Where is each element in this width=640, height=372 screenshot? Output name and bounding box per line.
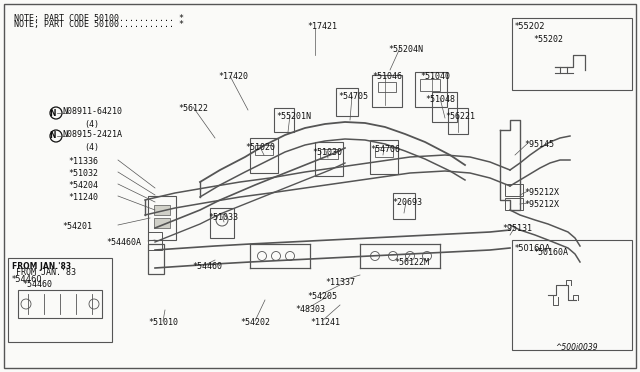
Bar [432, 92, 457, 122]
Bar [393, 193, 415, 219]
Bar [274, 108, 294, 132]
Text: *50160A: *50160A [533, 248, 568, 257]
Text: *51030: *51030 [312, 148, 342, 157]
Text: *51048: *51048 [425, 95, 455, 104]
Text: *51033: *51033 [208, 213, 238, 222]
Text: FROM JAN.'83: FROM JAN.'83 [16, 268, 76, 277]
Text: *95212X: *95212X [524, 188, 559, 197]
Text: *48303: *48303 [295, 305, 325, 314]
Text: *11241: *11241 [310, 318, 340, 327]
Text: *95212X: *95212X [524, 200, 559, 209]
Bar [378, 82, 396, 92]
Bar [375, 147, 393, 157]
Bar [505, 184, 523, 196]
Text: *54460: *54460 [22, 280, 52, 289]
Bar [250, 138, 278, 173]
Bar [512, 240, 632, 350]
Text: N: N [49, 109, 55, 118]
Text: *56122: *56122 [178, 104, 208, 113]
Bar [420, 79, 440, 91]
Text: ^500i0039: ^500i0039 [556, 343, 598, 352]
Bar [8, 258, 112, 342]
Text: *51046: *51046 [372, 72, 402, 81]
Text: FROM JAN.'83: FROM JAN.'83 [12, 262, 71, 271]
Text: *55202: *55202 [515, 22, 545, 31]
Bar [372, 75, 402, 107]
Text: *11337: *11337 [325, 278, 355, 287]
Text: *55204N: *55204N [388, 45, 423, 54]
Text: *51020: *51020 [245, 143, 275, 152]
Text: N: N [49, 131, 55, 141]
Bar [315, 142, 343, 176]
Bar [448, 108, 468, 134]
Text: N08915-2421A: N08915-2421A [62, 130, 122, 139]
Text: *20693: *20693 [392, 198, 422, 207]
Text: *54201: *54201 [62, 222, 92, 231]
Bar [255, 145, 273, 155]
Text: *51032: *51032 [68, 169, 98, 178]
Text: *11240: *11240 [68, 193, 98, 202]
Text: *54202: *54202 [240, 318, 270, 327]
Text: (4): (4) [84, 120, 99, 129]
Text: *54460: *54460 [12, 275, 43, 284]
Text: *95145: *95145 [524, 140, 554, 149]
Bar [512, 18, 632, 90]
Text: *54705: *54705 [338, 92, 368, 101]
Text: NOTE; PART CODE 50100........... *: NOTE; PART CODE 50100........... * [14, 20, 184, 29]
Text: *54460A: *54460A [106, 238, 141, 247]
Text: *56221: *56221 [445, 112, 475, 121]
Text: *54460: *54460 [192, 262, 222, 271]
Bar [154, 218, 170, 228]
Bar [210, 208, 234, 238]
Text: *11336: *11336 [68, 157, 98, 166]
Text: *17421: *17421 [307, 22, 337, 31]
Bar [370, 140, 398, 174]
Text: (4): (4) [84, 143, 99, 152]
Text: *54706: *54706 [370, 145, 400, 154]
Text: *51010: *51010 [148, 318, 178, 327]
Bar [148, 244, 164, 274]
Bar [148, 196, 176, 240]
Text: NOTE; PART CODE 50100........... *: NOTE; PART CODE 50100........... * [14, 14, 184, 23]
Bar [505, 198, 523, 210]
Text: N08911-64210: N08911-64210 [62, 107, 122, 116]
Bar [336, 88, 358, 116]
Text: *95131: *95131 [502, 224, 532, 233]
Text: *50160A: *50160A [515, 244, 552, 253]
Text: *55201N: *55201N [276, 112, 311, 121]
Text: *54204: *54204 [68, 181, 98, 190]
Text: *54205: *54205 [307, 292, 337, 301]
Text: *51040: *51040 [420, 72, 450, 81]
Text: *56122M: *56122M [394, 258, 429, 267]
Bar [18, 290, 102, 318]
Bar [148, 232, 162, 250]
Text: *17420: *17420 [218, 72, 248, 81]
Bar [320, 149, 338, 159]
Bar [415, 72, 447, 107]
Bar [154, 205, 170, 215]
Text: *55202: *55202 [533, 35, 563, 44]
